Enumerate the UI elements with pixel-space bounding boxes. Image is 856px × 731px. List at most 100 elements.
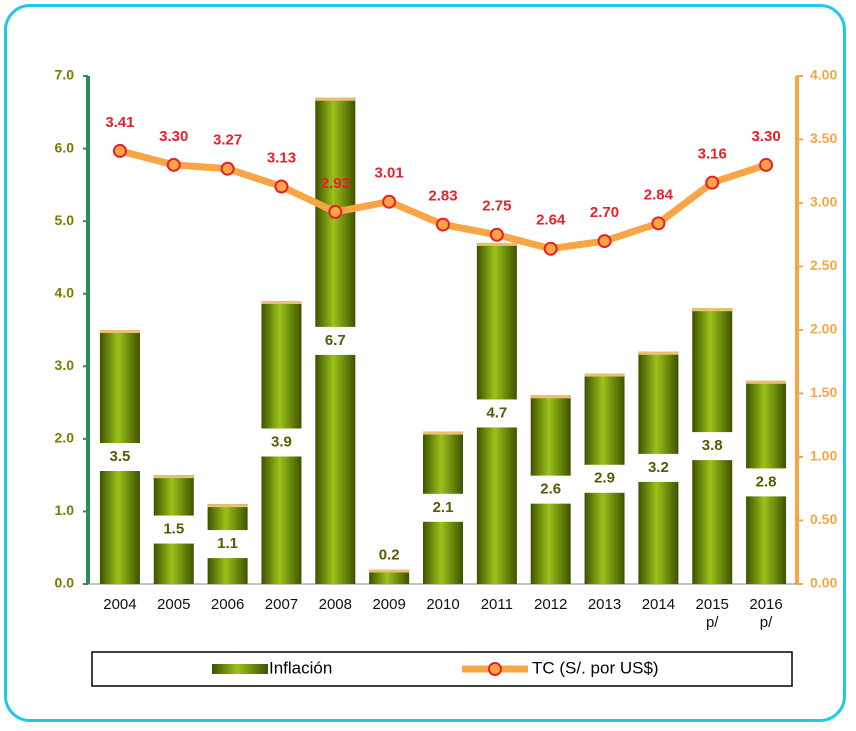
data-label: 2.8: [756, 473, 777, 490]
data-label: 3.9: [271, 433, 292, 450]
y2-tick-label: 3.00: [810, 194, 837, 210]
y2-tick-label: 1.50: [810, 384, 837, 400]
data-label-box: [474, 399, 519, 428]
x-tick-label: 2010: [426, 596, 460, 613]
data-label-box: [582, 464, 627, 493]
marker: [705, 175, 720, 190]
marker: [436, 217, 450, 232]
data-label-box: [744, 468, 789, 497]
data-label: 1.5: [163, 521, 184, 538]
legend-swatch: [212, 664, 268, 674]
x-tick-label: 2004: [103, 596, 137, 613]
y2-tick-label: 0.50: [810, 511, 837, 527]
data-label-box: [97, 443, 142, 471]
marker: [543, 241, 558, 256]
marker: [220, 161, 235, 176]
data-label: 1.1: [217, 535, 238, 552]
data-label: 2.64: [536, 212, 566, 229]
bar-top: [315, 97, 356, 101]
bar-top: [261, 300, 302, 304]
data-label: 2.93: [321, 175, 350, 192]
data-label: 3.8: [702, 437, 723, 454]
bar-top: [692, 308, 733, 312]
x-tick-label: 2013: [587, 596, 622, 613]
y-tick-label: 7.0: [55, 67, 75, 83]
legend-marker: [488, 662, 502, 676]
y-tick-label: 2.0: [55, 430, 75, 446]
data-label: 2.83: [428, 188, 457, 205]
x-tick-label: 2016 p/: [749, 596, 783, 631]
x-tick-label: 2005: [157, 596, 191, 613]
data-label: 3.41: [105, 114, 134, 131]
bar-top: [638, 351, 679, 355]
data-label: 2.1: [433, 499, 454, 516]
bar-top: [476, 242, 517, 246]
x-tick-label: 2009: [372, 596, 406, 613]
data-label: 3.27: [213, 132, 242, 149]
data-label: 6.7: [325, 332, 346, 349]
data-label-box: [636, 453, 681, 482]
data-label-box: [690, 432, 735, 461]
bar-top: [207, 504, 248, 508]
x-tick-label: 2011: [480, 596, 513, 613]
data-label: 2.70: [590, 204, 619, 221]
marker: [597, 234, 612, 249]
y2-tick-label: 1.00: [810, 448, 837, 464]
data-label: 3.13: [267, 149, 296, 166]
data-label-box: [259, 428, 304, 457]
data-label-box: [421, 493, 465, 522]
bar-top: [423, 431, 463, 435]
y-tick-label: 6.0: [55, 139, 75, 155]
y-tick-label: 5.0: [55, 212, 75, 228]
bar: [369, 569, 410, 584]
bar-top: [153, 475, 194, 479]
bar-top: [584, 373, 625, 377]
y-tick-label: 0.0: [55, 575, 75, 591]
data-label: 3.30: [751, 128, 780, 145]
data-label: 3.16: [698, 146, 727, 163]
y2-tick-label: 3.50: [810, 130, 837, 146]
data-label: 3.5: [109, 448, 130, 465]
y-tick-label: 4.0: [55, 284, 75, 300]
x-tick-label: 2015 p/: [695, 596, 729, 631]
data-label: 3.01: [375, 165, 404, 182]
data-label: 2.75: [482, 198, 511, 215]
x-tick-label: 2014: [641, 596, 676, 613]
data-label-box: [151, 515, 196, 544]
data-label: 3.2: [648, 459, 669, 476]
x-tick-label: 2006: [210, 596, 245, 613]
marker: [489, 227, 504, 242]
x-tick-label: 2007: [264, 596, 299, 613]
y-tick-label: 3.0: [55, 357, 75, 373]
data-label-box: [528, 475, 573, 504]
data-label: 2.9: [594, 470, 615, 487]
marker: [382, 194, 397, 209]
data-label: 4.7: [486, 404, 507, 421]
data-label: 2.84: [644, 186, 674, 203]
x-tick-label: 2008: [318, 596, 352, 613]
legend-box: [91, 651, 793, 687]
bar-top: [99, 330, 140, 333]
x-tick-label: 2012: [534, 596, 568, 613]
data-label: 0.2: [379, 546, 400, 563]
y2-tick-label: 0.00: [810, 575, 837, 591]
marker: [328, 204, 343, 219]
y2-tick-label: 2.00: [810, 321, 837, 337]
legend-label: Inflación: [269, 658, 332, 677]
marker: [166, 157, 181, 172]
data-label: 2.6: [540, 481, 561, 498]
bar-top: [369, 569, 410, 573]
marker: [651, 216, 666, 231]
data-label: 3.30: [159, 128, 188, 145]
bar-top: [530, 395, 571, 399]
data-label-box: [313, 326, 358, 355]
y-tick-label: 1.0: [55, 502, 75, 518]
marker: [112, 143, 127, 158]
marker: [274, 179, 289, 194]
y2-tick-label: 4.00: [810, 67, 837, 83]
marker: [759, 157, 774, 172]
legend-label: TC (S/. por US$): [532, 658, 659, 677]
y2-tick-label: 2.50: [810, 257, 837, 273]
frame: [4, 4, 846, 722]
